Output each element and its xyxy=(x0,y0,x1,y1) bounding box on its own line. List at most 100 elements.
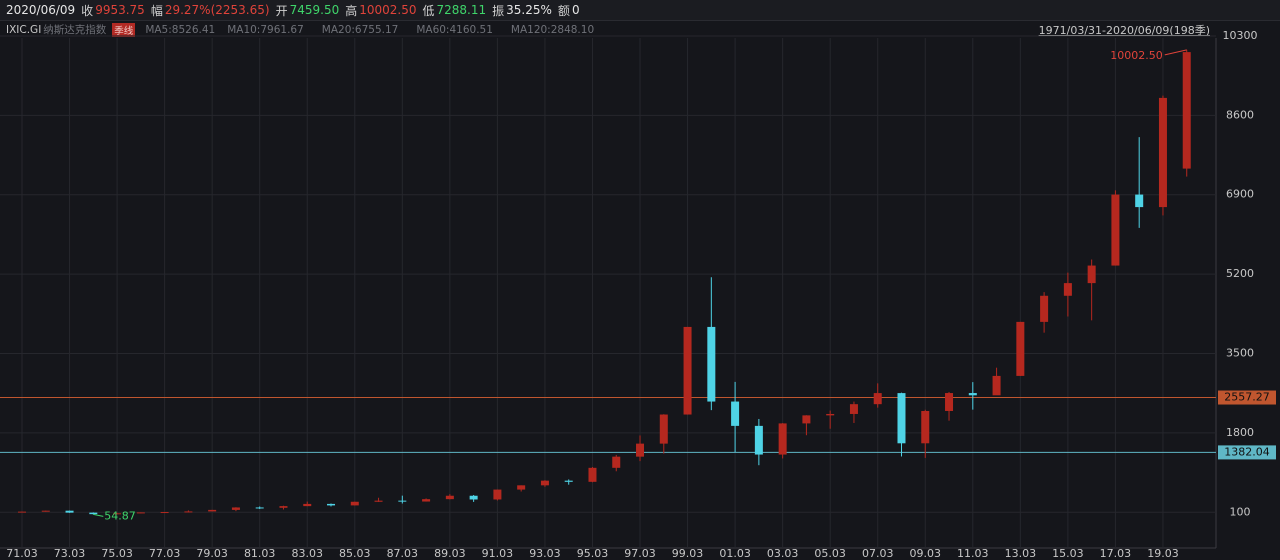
x-tick-label: 79.03 xyxy=(196,547,228,560)
candle-body xyxy=(1111,194,1120,266)
y-tick-label: 100 xyxy=(1230,505,1251,518)
candle-body xyxy=(255,507,264,509)
candle-body xyxy=(18,511,26,513)
candle-body xyxy=(802,415,811,424)
x-tick-label: 97.03 xyxy=(624,547,656,560)
x-tick-label: 95.03 xyxy=(577,547,609,560)
candle-body xyxy=(374,500,383,502)
candle-body xyxy=(231,507,240,510)
x-tick-label: 17.03 xyxy=(1100,547,1132,560)
x-tick-label: 77.03 xyxy=(149,547,181,560)
x-tick-label: 19.03 xyxy=(1147,547,1179,560)
y-tick-label: 10300 xyxy=(1223,29,1258,42)
reference-label: 1382.04 xyxy=(1224,445,1270,458)
candle-body xyxy=(113,513,122,515)
y-tick-label: 3500 xyxy=(1226,346,1254,359)
candle-body xyxy=(1158,97,1167,208)
candle-body xyxy=(279,506,288,508)
x-tick-label: 05.03 xyxy=(814,547,846,560)
x-tick-label: 83.03 xyxy=(291,547,323,560)
x-tick-label: 91.03 xyxy=(482,547,514,560)
value: 7459.50 xyxy=(289,3,340,17)
x-tick-label: 13.03 xyxy=(1005,547,1037,560)
candle-body xyxy=(184,511,193,513)
x-tick-label: 01.03 xyxy=(719,547,751,560)
candle-body xyxy=(517,485,526,490)
candle-body xyxy=(873,393,882,405)
x-tick-label: 11.03 xyxy=(957,547,989,560)
x-tick-label: 85.03 xyxy=(339,547,371,560)
candle-body xyxy=(588,467,597,482)
code: IXIC.GI xyxy=(6,23,42,36)
candle-body xyxy=(1182,52,1191,169)
date-range[interactable]: 1971/03/31-2020/06/09(198季) xyxy=(1038,24,1210,37)
candle-body xyxy=(778,423,787,455)
candle-body xyxy=(707,326,716,402)
period[interactable]: 季线 xyxy=(112,22,136,37)
ma: MA120:2848.10 xyxy=(510,23,595,36)
y-tick-label: 1800 xyxy=(1226,426,1254,439)
candle-body xyxy=(897,393,906,444)
x-tick-label: 87.03 xyxy=(387,547,419,560)
candle-body xyxy=(65,510,74,513)
value: 35.25% xyxy=(506,3,552,17)
candle-body xyxy=(826,413,835,416)
candle-body xyxy=(945,393,954,411)
ma: MA20:6755.17 xyxy=(321,23,399,36)
reference-tag xyxy=(1218,390,1276,405)
candle-body xyxy=(754,425,763,455)
min-annotation: 54.87 xyxy=(104,509,136,522)
x-tick-label: 15.03 xyxy=(1052,547,1084,560)
candle-body xyxy=(208,509,217,512)
candle-body xyxy=(398,500,407,502)
candle-body xyxy=(422,499,431,502)
candle-body xyxy=(1135,194,1144,208)
candle-body xyxy=(493,489,502,500)
candle-body xyxy=(1063,283,1072,296)
x-tick-label: 93.03 xyxy=(529,547,561,560)
candle-body xyxy=(564,480,573,482)
annotation-arrow xyxy=(1164,49,1187,56)
ma: MA10:7961.67 xyxy=(227,23,304,36)
candle-body xyxy=(89,512,98,515)
header-bar: 2020/06/09 收 9953.75 幅 29.27%(2253.65) 开 74… xyxy=(0,0,1280,21)
candle-body xyxy=(992,375,1001,396)
candle-body xyxy=(968,393,977,396)
x-tick-label: 07.03 xyxy=(862,547,894,560)
candle-body xyxy=(540,480,549,486)
max-annotation: 10002.50 xyxy=(1110,49,1163,62)
candle-body xyxy=(1087,265,1096,284)
date: 2020/06/09 xyxy=(6,3,76,17)
candle-body xyxy=(350,501,359,506)
value: 10002.50 xyxy=(359,3,417,17)
label: 幅 xyxy=(150,3,163,18)
reference-label: 2557.27 xyxy=(1224,391,1270,404)
label: 收 xyxy=(81,3,94,18)
candle-body xyxy=(327,503,336,506)
y-tick-label: 6900 xyxy=(1226,188,1254,201)
candle-body xyxy=(41,510,50,512)
candle-body xyxy=(849,404,858,414)
x-tick-label: 73.03 xyxy=(54,547,86,560)
candle-body xyxy=(1016,321,1025,376)
value: 0 xyxy=(571,3,580,17)
value: 9953.75 xyxy=(95,3,145,17)
x-tick-label: 81.03 xyxy=(244,547,276,560)
x-tick-label: 99.03 xyxy=(672,547,704,560)
label: 低 xyxy=(422,3,435,18)
candle-body xyxy=(136,512,145,514)
ma: MA5:8526.41 xyxy=(145,23,216,36)
candle-body xyxy=(469,495,478,500)
index-name: 纳斯达克指数 xyxy=(43,24,107,36)
candle-body xyxy=(160,512,169,514)
candle-body xyxy=(921,410,930,444)
reference-tag xyxy=(1218,445,1276,460)
value: 7288.11 xyxy=(436,3,487,17)
y-tick-label: 5200 xyxy=(1226,267,1254,280)
label: 开 xyxy=(275,3,288,18)
candle-body xyxy=(636,443,645,457)
label: 额 xyxy=(557,3,570,18)
x-tick-label: 71.03 xyxy=(6,547,38,560)
